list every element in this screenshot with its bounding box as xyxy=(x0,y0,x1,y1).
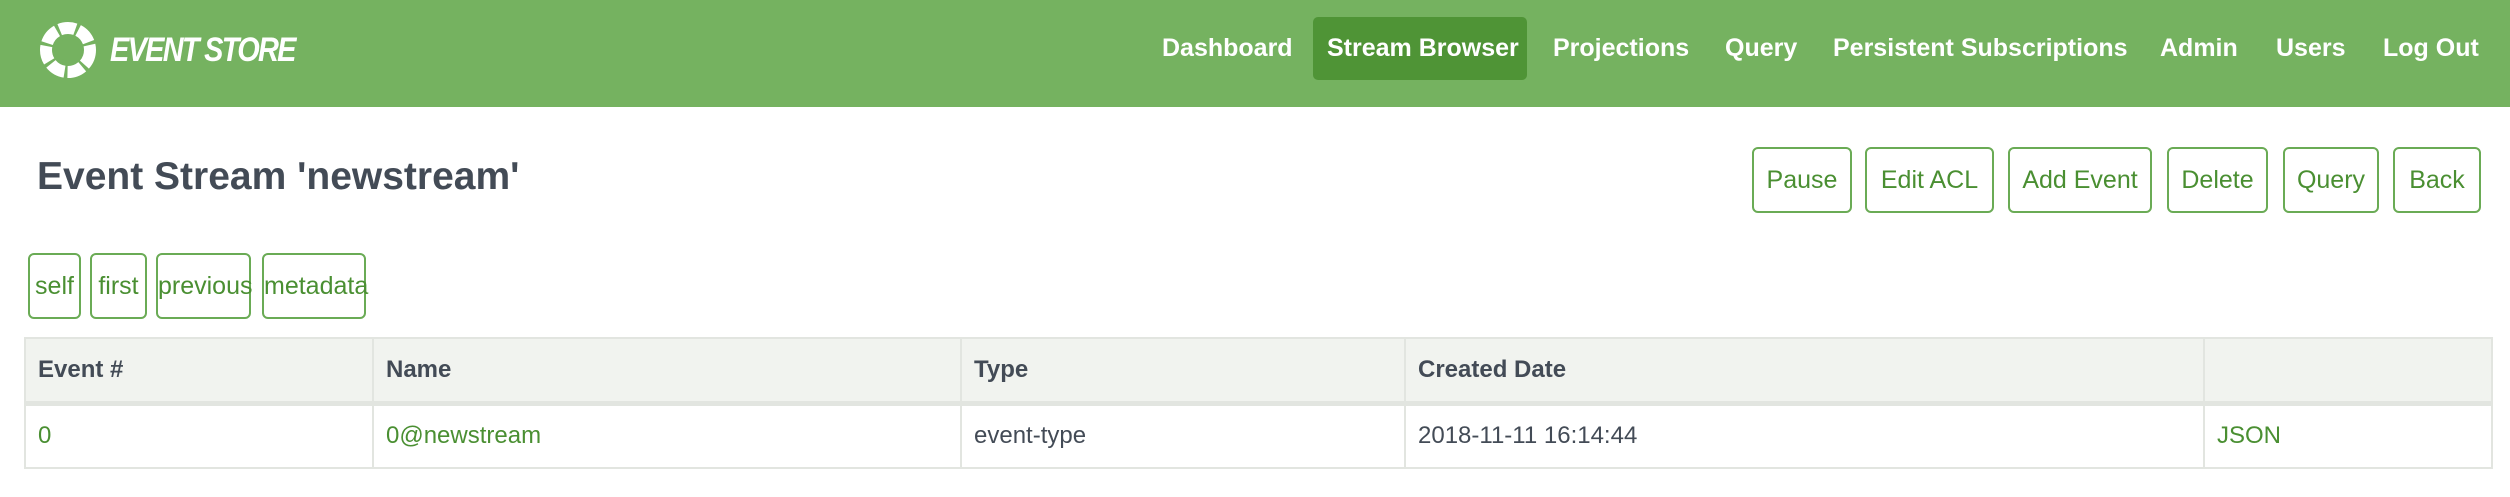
header-actions xyxy=(2203,337,2493,406)
event-store-logo-icon xyxy=(40,22,96,78)
self-link-button[interactable]: self xyxy=(28,253,81,319)
brand-name: EVENT STORE xyxy=(110,30,296,69)
header-type: Type xyxy=(960,337,1406,406)
nav-query[interactable]: Query xyxy=(1725,34,1798,62)
nav-admin[interactable]: Admin xyxy=(2160,34,2238,62)
header-event-number: Event # xyxy=(24,337,374,406)
metadata-link-button[interactable]: metadata xyxy=(262,253,368,319)
previous-link-button[interactable]: previous xyxy=(156,253,253,319)
nav-stream-browser[interactable]: Stream Browser xyxy=(1313,17,1527,80)
table-header-row: Event # Name Type Created Date xyxy=(24,337,2493,406)
nav-projections[interactable]: Projections xyxy=(1553,34,1690,62)
nav-dashboard[interactable]: Dashboard xyxy=(1162,34,1293,62)
nav-users[interactable]: Users xyxy=(2276,34,2346,62)
header-name: Name xyxy=(372,337,962,406)
delete-button[interactable]: Delete xyxy=(2167,147,2268,213)
table-row: 0 0@newstream event-type 2018-11-11 16:1… xyxy=(24,402,2493,469)
events-table: Event # Name Type Created Date 0 0@newst… xyxy=(24,337,2493,469)
back-button[interactable]: Back xyxy=(2393,147,2481,213)
nav-log-out[interactable]: Log Out xyxy=(2383,34,2479,62)
event-store-logo[interactable]: EVENT STORE xyxy=(36,18,327,82)
first-link-button[interactable]: first xyxy=(90,253,147,319)
pause-button[interactable]: Pause xyxy=(1752,147,1852,213)
event-name-link[interactable]: 0@newstream xyxy=(372,402,962,469)
add-event-button[interactable]: Add Event xyxy=(2008,147,2152,213)
page-title: Event Stream 'newstream' xyxy=(37,155,520,198)
navbar: EVENT STORE Dashboard Stream Browser Pro… xyxy=(0,0,2510,107)
json-link[interactable]: JSON xyxy=(2203,402,2493,469)
query-button[interactable]: Query xyxy=(2283,147,2379,213)
nav-persistent-subscriptions[interactable]: Persistent Subscriptions xyxy=(1833,34,2128,62)
event-type: event-type xyxy=(960,402,1406,469)
event-number-link[interactable]: 0 xyxy=(24,402,374,469)
header-created-date: Created Date xyxy=(1404,337,2205,406)
edit-acl-button[interactable]: Edit ACL xyxy=(1865,147,1994,213)
event-created-date: 2018-11-11 16:14:44 xyxy=(1404,402,2205,469)
